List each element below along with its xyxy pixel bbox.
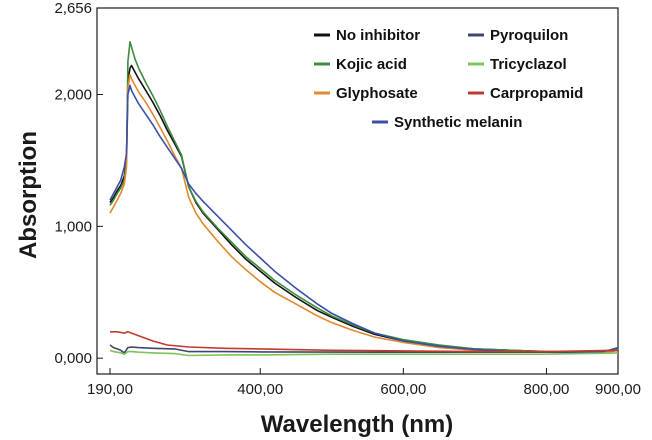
x-tick-label: 400,00 <box>237 381 283 398</box>
y-tick-label: 0,000 <box>54 350 92 367</box>
x-tick-label: 600,00 <box>380 381 426 398</box>
y-axis-title: Absorption <box>15 131 42 259</box>
x-axis-title: Wavelength (nm) <box>261 411 453 438</box>
series-layer <box>109 40 619 357</box>
y-tick-label: 2,656 <box>54 0 92 17</box>
legend-label-kojic-acid: Kojic acid <box>336 56 407 73</box>
x-tick-label: 800,00 <box>524 381 570 398</box>
series-line-pyroquilon <box>109 344 619 354</box>
legend-label-carpropamid: Carpropamid <box>490 85 583 102</box>
legend-label-glyphosate: Glyphosate <box>336 85 418 102</box>
legend-label-no-inhibitor: No inhibitor <box>336 27 420 44</box>
series-line-tricyclazol <box>109 349 619 357</box>
x-tick-label: 900,00 <box>595 381 641 398</box>
legend: No inhibitor Pyroquilon Kojic acid Tricycla… <box>314 27 583 131</box>
ticks-layer: 190,00 400,00 600,00 800,00 900,00 0,000 1,000… <box>54 0 640 398</box>
legend-label-tricyclazol: Tricyclazol <box>490 56 567 73</box>
plot-frame <box>96 7 619 375</box>
y-tick-label: 1,000 <box>54 218 92 235</box>
legend-label-pyroquilon: Pyroquilon <box>490 27 568 44</box>
series-line-synthetic-melanin <box>109 84 619 354</box>
x-tick-label: 190,00 <box>87 381 133 398</box>
series-line-carpropamid <box>110 330 619 353</box>
series-line-kojic-acid <box>109 40 619 354</box>
y-tick-label: 2,000 <box>54 86 92 103</box>
series-line-glyphosate <box>109 73 619 354</box>
series-line-no-inhibitor <box>109 64 619 354</box>
legend-label-synthetic-melanin: Synthetic melanin <box>394 114 522 131</box>
